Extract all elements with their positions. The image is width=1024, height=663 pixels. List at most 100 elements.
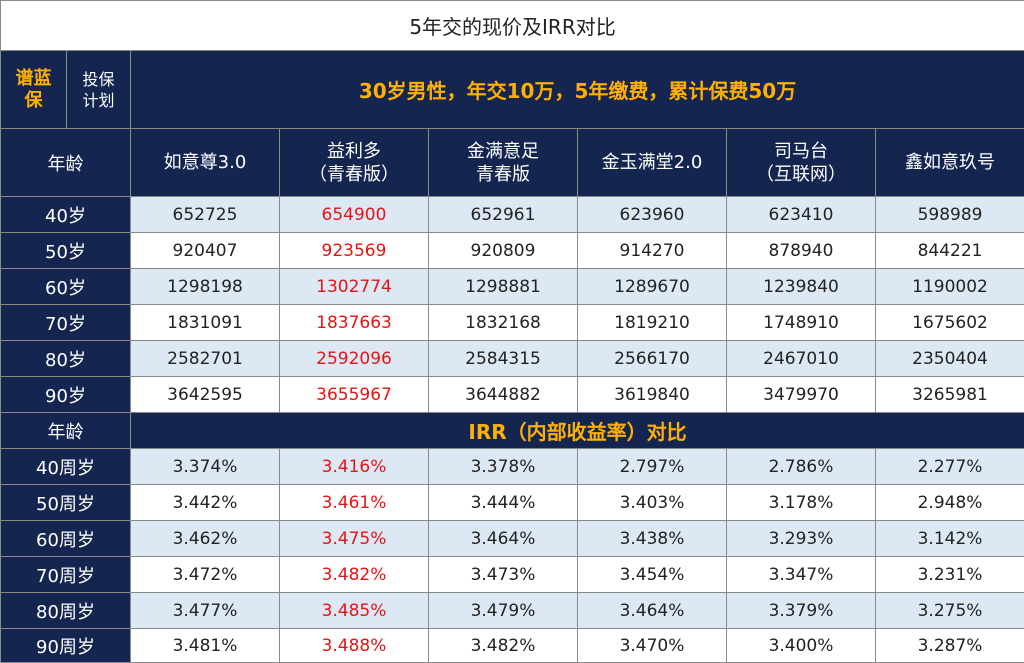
title-row: 5年交的现价及IRR对比 [1, 1, 1024, 51]
value-cell: 844221 [876, 233, 1024, 269]
brand-label-line: 谱蓝 [16, 68, 52, 89]
product-name-line: 金玉满堂2.0 [602, 152, 703, 173]
value-cell: 1748910 [727, 305, 876, 341]
product-name-line: 金满意足 [467, 141, 539, 162]
value-cell: 3265981 [876, 377, 1024, 413]
value-cell: 3.378% [429, 449, 578, 485]
value-cell: 2.797% [578, 449, 727, 485]
page-title: 5年交的现价及IRR对比 [1, 1, 1024, 51]
highlighted-value-cell: 654900 [280, 197, 429, 233]
value-cell: 623410 [727, 197, 876, 233]
value-cell: 3.462% [131, 521, 280, 557]
product-name-line: 如意尊3.0 [164, 152, 247, 173]
value-cell: 2566170 [578, 341, 727, 377]
value-cell: 3.438% [578, 521, 727, 557]
highlighted-value-cell: 3.485% [280, 593, 429, 629]
plan-label: 投保计划 [67, 51, 131, 129]
value-cell: 2584315 [429, 341, 578, 377]
value-cell: 3619840 [578, 377, 727, 413]
product-header: 鑫如意玖号 [876, 129, 1024, 197]
value-cell: 2.948% [876, 485, 1024, 521]
highlighted-value-cell: 3.475% [280, 521, 429, 557]
age-cell: 60周岁 [1, 521, 131, 557]
age-cell: 40周岁 [1, 449, 131, 485]
product-header: 如意尊3.0 [131, 129, 280, 197]
value-cell: 3.472% [131, 557, 280, 593]
value-cell: 3.481% [131, 629, 280, 663]
value-cell: 1675602 [876, 305, 1024, 341]
highlighted-value-cell: 3.416% [280, 449, 429, 485]
age-cell: 40岁 [1, 197, 131, 233]
value-cell: 3.473% [429, 557, 578, 593]
value-cell: 1298881 [429, 269, 578, 305]
value-cell: 1289670 [578, 269, 727, 305]
value-cell: 3644882 [429, 377, 578, 413]
product-header: 司马台（互联网） [727, 129, 876, 197]
irr-age-header: 年龄 [1, 413, 131, 449]
brand-label: 谱蓝保 [1, 51, 67, 129]
value-cell: 652725 [131, 197, 280, 233]
value-cell: 1831091 [131, 305, 280, 341]
value-cell: 3.482% [429, 629, 578, 663]
value-cell: 3.374% [131, 449, 280, 485]
value-cell: 920407 [131, 233, 280, 269]
product-name-line: 鑫如意玖号 [905, 152, 995, 173]
value-cell: 3642595 [131, 377, 280, 413]
highlighted-value-cell: 2592096 [280, 341, 429, 377]
value-cell: 3.454% [578, 557, 727, 593]
age-cell: 50周岁 [1, 485, 131, 521]
value-cell: 1819210 [578, 305, 727, 341]
value-cell: 3.464% [578, 593, 727, 629]
value-cell: 3.178% [727, 485, 876, 521]
value-cell: 3.347% [727, 557, 876, 593]
value-cell: 3.275% [876, 593, 1024, 629]
highlighted-value-cell: 1302774 [280, 269, 429, 305]
product-header: 金玉满堂2.0 [578, 129, 727, 197]
product-header: 金满意足青春版 [429, 129, 578, 197]
value-cell: 3.403% [578, 485, 727, 521]
brand-label-line: 保 [25, 90, 43, 111]
value-cell: 3.444% [429, 485, 578, 521]
age-cell: 80岁 [1, 341, 131, 377]
value-cell: 3.442% [131, 485, 280, 521]
age-cell: 70岁 [1, 305, 131, 341]
value-cell: 1832168 [429, 305, 578, 341]
age-cell: 90周岁 [1, 629, 131, 663]
age-cell: 70周岁 [1, 557, 131, 593]
highlighted-value-cell: 3.461% [280, 485, 429, 521]
value-cell: 3.293% [727, 521, 876, 557]
value-cell: 3479970 [727, 377, 876, 413]
product-name-line: 青春版 [476, 164, 530, 185]
product-name-line: （青春版） [309, 164, 399, 185]
product-name-line: 司马台 [774, 141, 828, 162]
age-cell: 50岁 [1, 233, 131, 269]
plan-row: 谱蓝保 投保计划 30岁男性，年交10万，5年缴费，累计保费50万 [1, 51, 1024, 129]
value-cell: 2467010 [727, 341, 876, 377]
value-cell: 3.464% [429, 521, 578, 557]
value-cell: 2350404 [876, 341, 1024, 377]
value-cell: 3.142% [876, 521, 1024, 557]
value-cell: 878940 [727, 233, 876, 269]
age-cell: 60岁 [1, 269, 131, 305]
age-cell: 80周岁 [1, 593, 131, 629]
highlighted-value-cell: 3.482% [280, 557, 429, 593]
value-cell: 3.470% [578, 629, 727, 663]
product-name-line: （互联网） [756, 164, 846, 185]
value-cell: 3.231% [876, 557, 1024, 593]
highlighted-value-cell: 923569 [280, 233, 429, 269]
highlighted-value-cell: 1837663 [280, 305, 429, 341]
age-header: 年龄 [1, 129, 131, 197]
plan-label-line: 计划 [82, 91, 114, 110]
value-cell: 3.379% [727, 593, 876, 629]
value-cell: 598989 [876, 197, 1024, 233]
